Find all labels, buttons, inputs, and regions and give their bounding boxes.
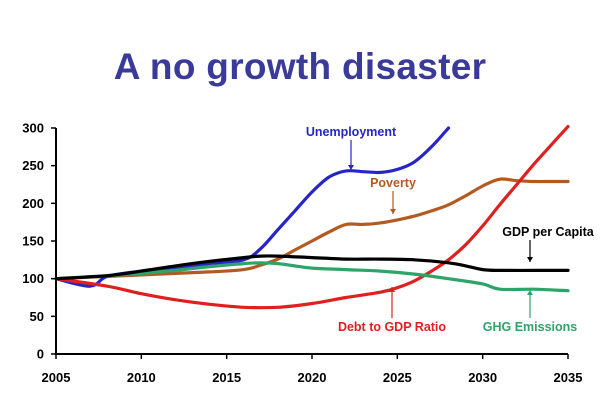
chart-title: A no growth disaster [113, 46, 487, 87]
y-tick-label: 150 [22, 234, 44, 249]
annotation-label-gdp-per-capita: GDP per Capita [502, 225, 595, 239]
annotation-arrowhead-gdp-per-capita [527, 257, 533, 262]
x-tick-label: 2035 [554, 370, 583, 385]
annotation-arrowhead-poverty [390, 209, 396, 214]
series-line-ghg-emissions [54, 261, 570, 293]
x-tick-label: 2015 [212, 370, 241, 385]
series-line-gdp-per-capita [54, 254, 570, 281]
chart-axes: 0 50 100 150 200 250 300 2005 2010 2015 2020 2025 20… [22, 121, 582, 386]
x-tick-label: 2020 [298, 370, 327, 385]
annotation-label-unemployment: Unemployment [306, 125, 397, 139]
chart-series [54, 124, 570, 310]
series-line-debt-to-gdp-ratio [54, 124, 570, 310]
y-tick-label: 300 [22, 121, 44, 136]
y-tick-label: 250 [22, 158, 44, 173]
series-line-poverty [54, 177, 570, 281]
y-tick-label: 100 [22, 271, 44, 286]
y-tick-label: 200 [22, 196, 44, 211]
y-tick-label: 0 [37, 347, 44, 362]
y-tick-label: 50 [30, 309, 44, 324]
x-tick-label: 2025 [383, 370, 412, 385]
annotation-label-poverty: Poverty [370, 176, 416, 190]
chart-annotations: Unemployment Poverty GDP per Capita Debt to… [306, 125, 595, 334]
annotation-arrowhead-ghg-emissions [527, 290, 533, 295]
annotation-arrowhead-debt-to-gdp-ratio [389, 287, 395, 292]
x-tick-label: 2010 [127, 370, 156, 385]
annotation-label-ghg-emissions: GHG Emissions [483, 320, 578, 334]
x-tick-label: 2030 [468, 370, 497, 385]
annotation-arrowhead-unemployment [348, 165, 354, 170]
x-tick-label: 2005 [42, 370, 71, 385]
annotation-label-debt-to-gdp-ratio: Debt to GDP Ratio [338, 320, 446, 334]
